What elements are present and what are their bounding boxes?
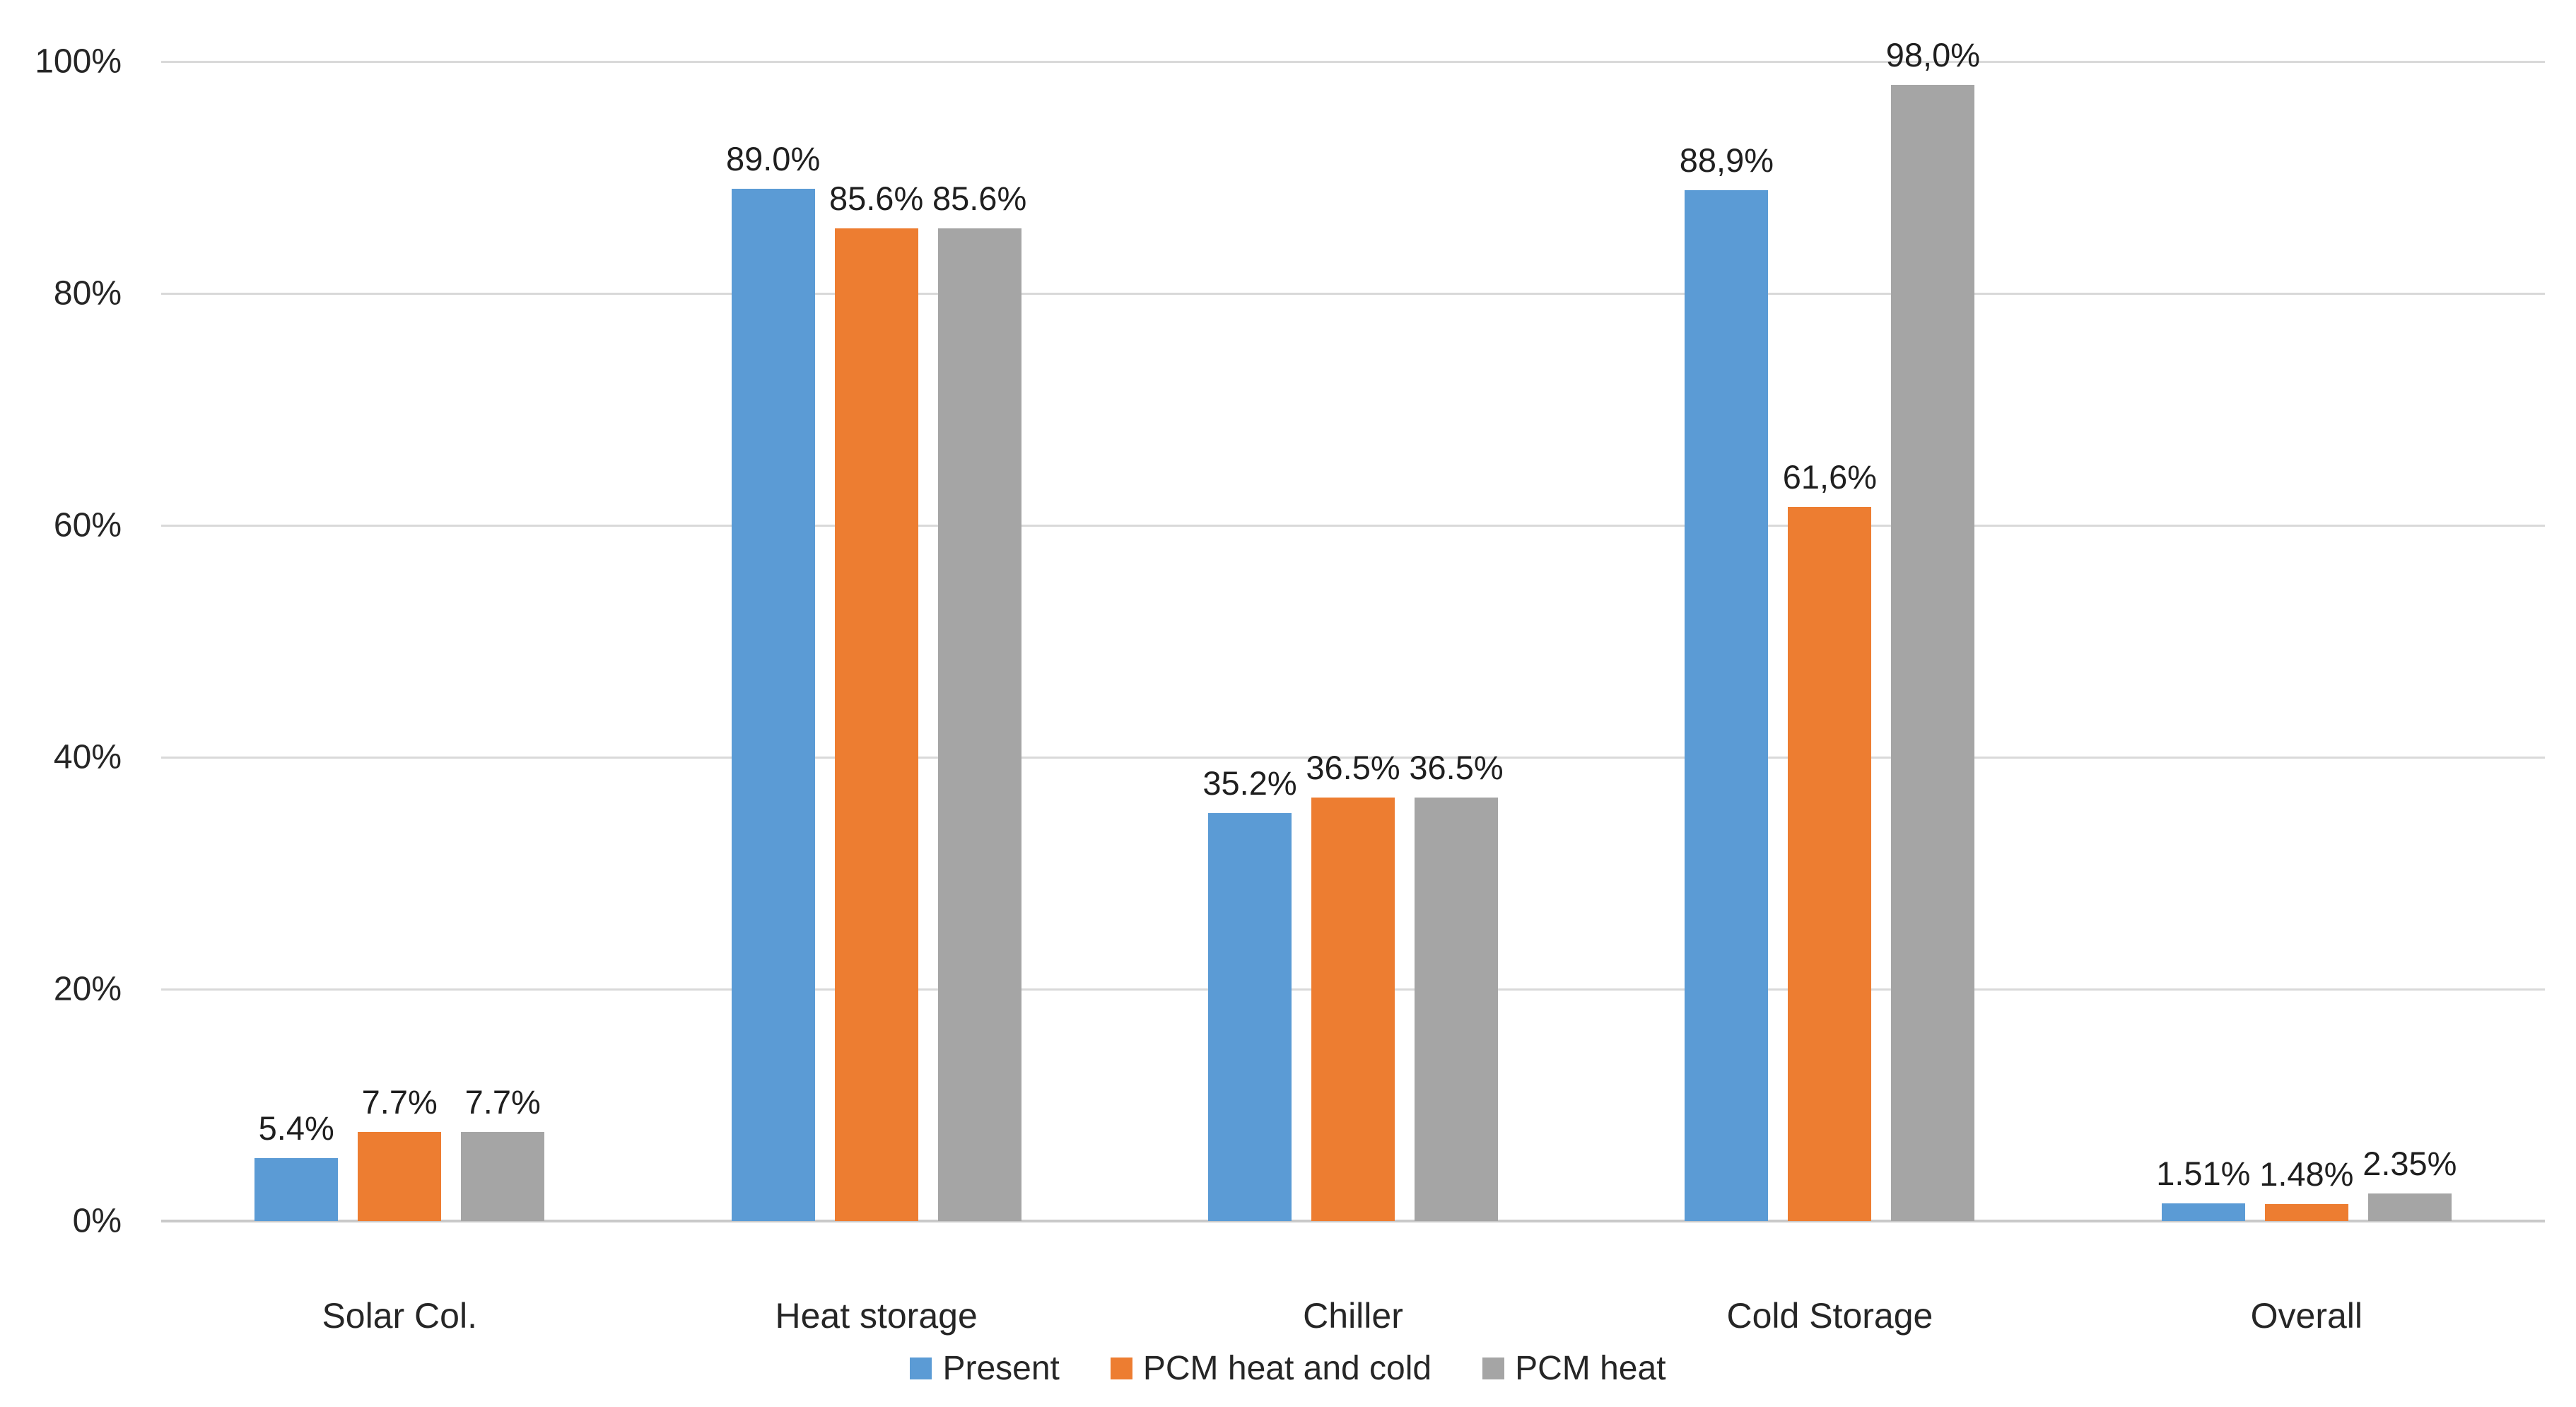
bar-value-label: 1.51% [2156,1155,2251,1193]
bar-present: 89.0% [726,140,820,1221]
legend-swatch-icon [910,1358,932,1379]
bar-value-label: 35.2% [1202,764,1297,802]
plot-area: 5.4% 7.7% 7.7% 89.0% 85.6% 85.6% 35.2% 36.5% 36.… [161,36,2545,1222]
bar-value-label: 85.6% [932,180,1027,218]
bar-groups: 5.4% 7.7% 7.7% 89.0% 85.6% 85.6% 35.2% 36.5% 36.… [161,36,2545,1221]
legend: Present PCM heat and cold PCM heat [0,1349,2576,1388]
bar-pcm-heat-and-cold: 61,6% [1783,458,1877,1221]
bar-group-cold-storage: 88,9% 61,6% 98,0% [1591,36,2068,1221]
x-category-label: Solar Col. [322,1296,477,1336]
y-axis: 0% 20% 40% 60% 80% 100% [0,43,122,1240]
bar-value-label: 98,0% [1885,35,1981,74]
bar-pcm-heat-and-cold: 36.5% [1306,749,1400,1221]
bar-value-label: 2.35% [2363,1145,2457,1183]
bar-value-label: 85.6% [829,180,924,218]
bar-value-label: 88,9% [1679,141,1774,180]
gridline-80% [161,293,2545,295]
bar-value-label: 36.5% [1306,749,1400,787]
gridline-40% [161,757,2545,759]
y-tick-label: 0% [72,1202,122,1240]
x-axis: Solar Col. Heat storage Chiller Cold Storag… [161,1295,2545,1336]
bar-value-label: 61,6% [1782,457,1878,496]
bar-pcm-heat: 85.6% [932,180,1026,1221]
bar-pcm-heat: 2.35% [2363,1145,2457,1221]
x-category-label: Cold Storage [1726,1296,1933,1336]
bar-value-label: 89.0% [725,140,821,178]
legend-label: Present [942,1350,1060,1387]
bar-pcm-heat-and-cold: 85.6% [829,180,923,1221]
bar-pcm-heat-and-cold: 1.48% [2259,1155,2353,1221]
bar-present: 35.2% [1202,764,1297,1221]
y-tick-label: 60% [53,506,122,544]
bar-present: 1.51% [2156,1155,2250,1221]
gridline-100% [161,61,2545,63]
y-tick-label: 40% [53,738,122,776]
bar-group-heat-storage: 89.0% 85.6% 85.6% [638,62,1114,1221]
bar-group-chiller: 35.2% 36.5% 36.5% [1115,62,1591,1221]
legend-item-pcm-heat-and-cold: PCM heat and cold [1110,1349,1432,1388]
legend-swatch-icon [1110,1358,1132,1379]
y-tick-label: 20% [53,970,122,1008]
x-axis-line [161,1220,2545,1222]
bar-value-label: 1.48% [2259,1155,2354,1193]
bar-value-label: 36.5% [1409,749,1504,787]
legend-item-pcm-heat: PCM heat [1482,1349,1666,1388]
legend-label: PCM heat [1515,1350,1666,1387]
bar-value-label: 7.7% [361,1082,438,1121]
legend-label: PCM heat and cold [1142,1350,1432,1387]
bar-pcm-heat: 7.7% [461,1083,545,1221]
bar-present: 88,9% [1680,141,1774,1221]
bar-present: 5.4% [254,1109,339,1221]
legend-swatch-icon [1482,1358,1505,1379]
legend-item-present: Present [910,1349,1060,1388]
y-tick-label: 100% [35,42,122,81]
bar-group-overall: 1.51% 1.48% 2.35% [2068,62,2545,1221]
bar-group-solar-col: 5.4% 7.7% 7.7% [161,62,638,1221]
y-tick-label: 80% [53,274,122,313]
x-category-label: Overall [2250,1296,2363,1336]
gridline-60% [161,525,2545,527]
bar-value-label: 5.4% [258,1109,334,1148]
bar-value-label: 7.7% [464,1082,541,1121]
x-category-label: Heat storage [775,1296,978,1336]
bar-pcm-heat: 36.5% [1409,749,1504,1221]
x-category-label: Chiller [1303,1296,1403,1336]
bar-pcm-heat: 98,0% [1886,36,1980,1221]
bar-pcm-heat-and-cold: 7.7% [358,1083,442,1221]
